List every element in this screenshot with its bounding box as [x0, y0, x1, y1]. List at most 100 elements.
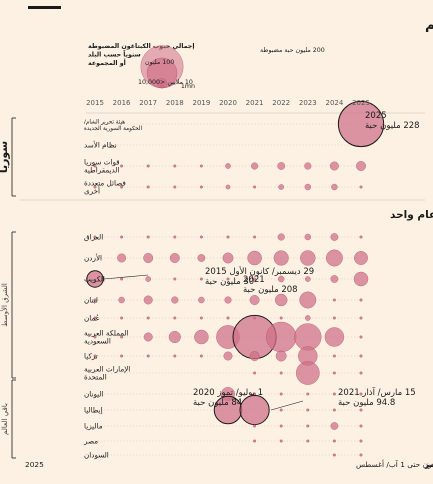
footer-year: 2025: [25, 460, 44, 469]
data-bubble: [120, 277, 124, 281]
row-label: اليونان: [84, 390, 104, 399]
row-label: العراق: [84, 233, 103, 242]
data-bubble: [199, 185, 203, 189]
data-bubble: [169, 253, 180, 263]
x-tick-label: 2023: [299, 99, 317, 107]
data-bubble: [359, 316, 363, 320]
data-bubble: [359, 408, 363, 412]
data-bubble: [120, 164, 124, 168]
row-label: إيطاليا: [84, 406, 103, 415]
legend-label: 1mn: [181, 83, 195, 90]
legend-title-line: سنوياً حسب البلد: [88, 49, 141, 58]
x-tick-label: 2021: [246, 99, 264, 107]
data-bubble: [225, 163, 231, 169]
data-bubble: [359, 185, 363, 189]
row-label: مصر: [83, 437, 98, 446]
data-bubble: [278, 275, 285, 283]
data-bubble: [359, 335, 363, 339]
data-bubble: [304, 233, 311, 241]
data-bubble: [146, 185, 150, 189]
x-tick-label: 2025: [352, 99, 370, 107]
annotation-text: 15 مارس/ آذار 2021: [338, 386, 416, 398]
data-bubble: [143, 253, 154, 263]
data-bubble: [278, 184, 285, 190]
data-bubble: [224, 296, 232, 304]
data-bubble: [359, 354, 363, 358]
x-tick-label: 2017: [139, 99, 157, 107]
row-label: تركيا: [84, 352, 98, 361]
data-bubble: [304, 183, 311, 191]
data-bubble: [331, 183, 338, 191]
data-bubble: [225, 184, 231, 190]
data-bubble: [226, 277, 230, 281]
row-label: فصائل متعددة: [84, 178, 126, 187]
row-label: الإمارات العربية: [84, 364, 130, 373]
data-bubble: [120, 316, 124, 320]
data-bubble: [120, 235, 124, 239]
data-bubble: [275, 293, 288, 307]
data-bubble: [332, 453, 336, 457]
data-bubble: [197, 254, 206, 262]
data-bubble: [143, 295, 153, 305]
x-tick-label: 2016: [113, 99, 131, 107]
data-bubble: [329, 161, 339, 171]
data-bubble: [332, 354, 336, 358]
row-label: الكويت: [84, 275, 105, 284]
group-label: باقي العالم: [1, 403, 9, 435]
data-bubble: [266, 321, 297, 353]
data-bubble: [173, 277, 177, 281]
data-bubble: [146, 316, 150, 320]
data-bubble: [273, 250, 289, 266]
row-label: قوات سوريا: [84, 157, 120, 166]
data-bubble: [306, 439, 310, 443]
data-bubble: [143, 332, 153, 342]
data-bubble: [222, 252, 234, 264]
x-tick-label: 2022: [272, 99, 290, 107]
data-bubble: [332, 408, 336, 412]
row-label: نظام الأسد: [84, 141, 117, 150]
data-bubble: [198, 296, 205, 304]
data-bubble: [304, 315, 311, 321]
annotation-text: 228 مليون حبة: [365, 121, 420, 131]
data-bubble: [325, 249, 343, 267]
row-label: الحكومة السورية الجديدة: [84, 125, 142, 132]
data-bubble: [247, 250, 262, 266]
data-bubble: [249, 295, 260, 305]
data-bubble: [332, 371, 336, 375]
data-bubble: [330, 422, 339, 430]
data-bubble: [253, 424, 257, 428]
data-bubble: [275, 350, 287, 362]
footer-text: المصدر: معهد نيو لاينز، بحث فاينانشال تا…: [356, 459, 433, 469]
group-label: الشرق الأوسط: [0, 283, 9, 327]
data-bubble: [117, 253, 127, 263]
annotation-text: 84 مليون حبة: [193, 398, 242, 408]
row-label: هيئة تحرير الشام/: [84, 119, 125, 125]
data-bubble: [253, 371, 257, 375]
x-tick-label: 2024: [325, 99, 343, 107]
data-bubble: [279, 371, 283, 375]
annotation-text: 2021: [243, 275, 265, 285]
data-bubble: [332, 439, 336, 443]
x-tick-label: 2020: [219, 99, 237, 107]
x-tick-label: 2018: [166, 99, 184, 107]
annotation-text: 30 مليون حبة: [205, 277, 254, 287]
data-bubble: [173, 164, 177, 168]
data-bubble: [146, 354, 150, 358]
data-bubble: [199, 354, 203, 358]
data-bubble: [199, 235, 203, 239]
row-label: عُمان: [84, 314, 100, 323]
data-bubble: [277, 233, 285, 241]
data-bubble: [120, 185, 124, 189]
annotation-text: 29 ديسمبر/ كانون الأول 2015: [205, 266, 314, 277]
data-bubble: [146, 235, 150, 239]
data-bubble: [199, 164, 203, 168]
data-bubble: [226, 316, 230, 320]
footer: فاينانشال تايمز المصدر: معهد نيو لاينز، …: [25, 459, 433, 469]
group-label: سوريا: [0, 141, 10, 173]
data-bubble: [120, 335, 124, 339]
label-layer: انتشر الكبتاغون السوري الصنع في جميع أنح…: [0, 16, 433, 460]
data-bubble: [279, 392, 283, 396]
data-bubble: [253, 277, 257, 281]
